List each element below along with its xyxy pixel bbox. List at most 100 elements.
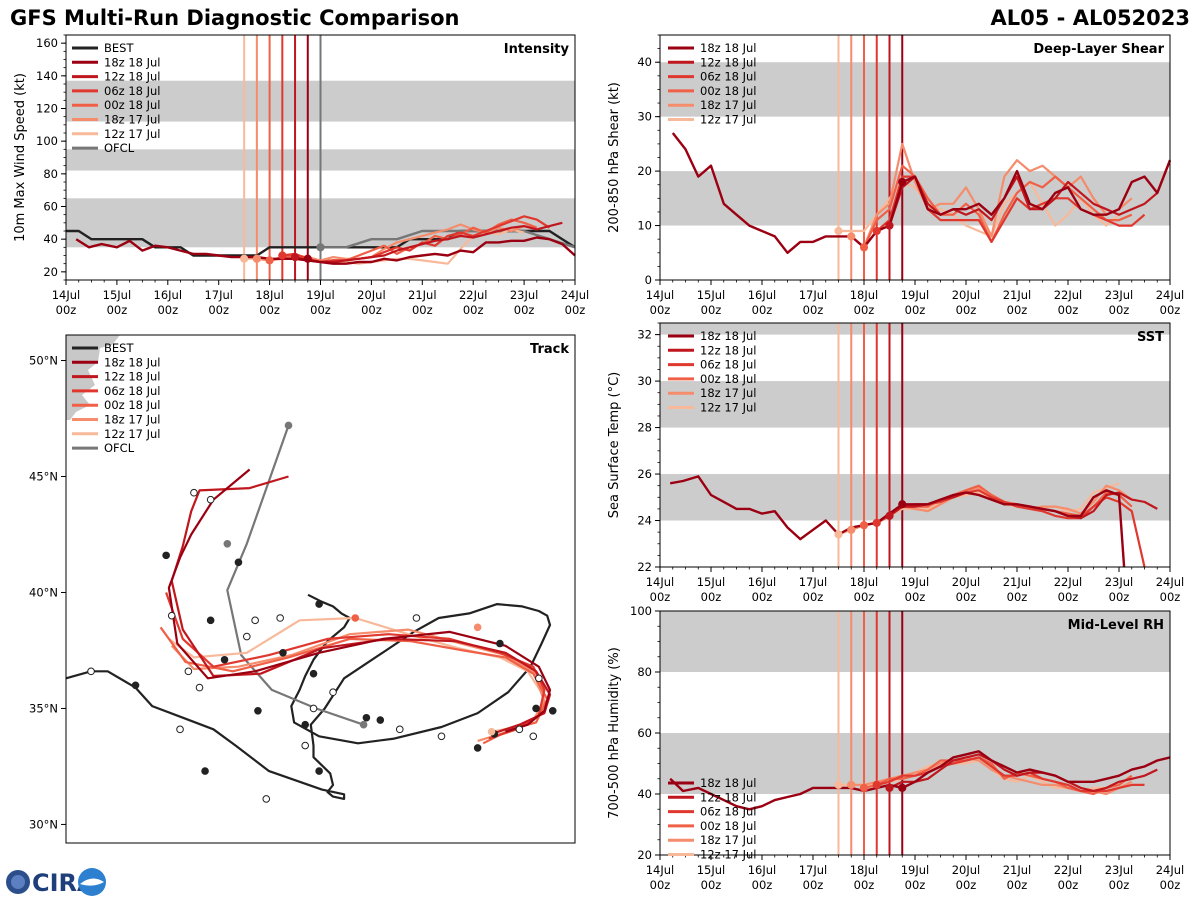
x-tick-sublabel: 00z [259, 303, 280, 317]
track-point-best [376, 716, 385, 724]
y-tick-label: 60 [43, 200, 58, 214]
panel-sst: 22242628303214Jul00z15Jul00z16Jul00z17Ju… [607, 322, 1184, 604]
page-title: GFS Multi-Run Diagnostic Comparison [10, 6, 460, 30]
x-tick-label: 16Jul [748, 288, 777, 302]
init-point-18z-18-jul [898, 783, 907, 793]
track-point-best [220, 655, 229, 664]
track-point-best [362, 713, 371, 722]
track-point-best [301, 720, 310, 729]
legend-label-18z-17-jul: 18z 17 Jul [104, 413, 161, 427]
x-tick-label: 19Jul [901, 288, 930, 302]
track-point-best [206, 616, 215, 625]
x-tick-sublabel: 00z [1007, 303, 1028, 317]
y-axis-label-shear: 200-850 hPa Shear (kt) [607, 82, 622, 233]
y-tick-label: 20 [637, 848, 652, 862]
track-point-best [131, 681, 140, 690]
series-line-18z-18-jul [669, 750, 1171, 811]
lat-tick-label: 45°N [29, 469, 58, 483]
x-tick-sublabel: 00z [361, 303, 382, 317]
x-tick-label: 23Jul [1105, 575, 1134, 589]
legend-label-00z-18-jul: 00z 18 Jul [700, 819, 757, 833]
legend-label-00z-18-jul: 00z 18 Jul [700, 372, 757, 386]
legend-label-06z-18-jul: 06z 18 Jul [700, 358, 757, 372]
legend-label-12z-17-jul: 12z 17 Jul [700, 113, 757, 127]
panel-rh: 2040608010014Jul00z15Jul00z16Jul00z17Jul… [607, 604, 1184, 892]
track-point-best [535, 674, 543, 683]
legend-label-18z-17-jul: 18z 17 Jul [700, 833, 757, 847]
x-tick-label: 20Jul [357, 288, 386, 302]
x-tick-sublabel: 00z [752, 878, 773, 892]
track-point-best [242, 632, 251, 641]
init-point-06z-18-jul [872, 780, 881, 789]
x-tick-sublabel: 00z [56, 303, 77, 317]
x-tick-label: 20Jul [952, 863, 981, 877]
legend-label-18z-18-jul: 18z 18 Jul [104, 355, 161, 369]
init-point-06z-18-jul [872, 518, 881, 527]
track-point-best [412, 614, 421, 622]
x-tick-label: 15Jul [697, 863, 726, 877]
x-tick-label: 19Jul [901, 575, 930, 589]
track-point-best [87, 667, 95, 676]
y-tick-label: 20 [637, 164, 652, 178]
init-point-18z-17-jul [847, 525, 856, 534]
x-tick-label: 22Jul [459, 288, 488, 302]
y-axis-label-rh: 700-500 hPa Humidity (%) [607, 647, 622, 819]
legend-label-06z-18-jul: 06z 18 Jul [700, 70, 757, 84]
track-point-12z-17-jul [487, 727, 496, 736]
legend-label-18z-17-jul: 18z 17 Jul [104, 113, 161, 127]
x-tick-label: 17Jul [799, 863, 828, 877]
x-tick-label: 14Jul [646, 863, 675, 877]
legend-label-12z-18-jul: 12z 18 Jul [700, 343, 757, 357]
track-point-best [529, 732, 538, 741]
init-point-06z-18-jul [278, 251, 287, 260]
x-tick-sublabel: 00z [157, 303, 178, 317]
y-tick-label: 60 [637, 726, 652, 740]
x-tick-sublabel: 00z [701, 878, 722, 892]
legend-label-12z-18-jul: 12z 18 Jul [104, 70, 161, 84]
x-tick-label: 21Jul [1003, 575, 1032, 589]
lat-tick-label: 40°N [29, 585, 58, 599]
x-tick-label: 16Jul [748, 863, 777, 877]
shaded-band-2 [660, 323, 1170, 335]
init-point-18z-17-jul [847, 780, 856, 789]
track-point-best [195, 683, 204, 692]
x-tick-label: 24Jul [1156, 288, 1185, 302]
track-point-best [176, 725, 184, 734]
x-tick-sublabel: 00z [701, 590, 722, 604]
y-tick-label: 100 [630, 604, 652, 618]
x-tick-sublabel: 00z [854, 878, 875, 892]
cira-logo: CIRA [6, 868, 106, 897]
init-point-12z-17-jul [240, 254, 249, 263]
y-tick-label: 40 [43, 232, 58, 246]
x-tick-label: 23Jul [510, 288, 539, 302]
legend-label-12z-17-jul: 12z 17 Jul [104, 127, 161, 141]
track-point-best [437, 732, 446, 741]
x-tick-sublabel: 00z [956, 590, 977, 604]
legend-label-18z-18-jul: 18z 18 Jul [700, 41, 757, 55]
x-tick-label: 19Jul [901, 863, 930, 877]
y-tick-label: 22 [637, 560, 652, 574]
y-axis-label-intensity: 10m Max Wind Speed (kt) [13, 73, 28, 242]
track-point-18z-17-jul [473, 623, 482, 632]
track-point-best [309, 669, 318, 678]
x-tick-sublabel: 00z [956, 878, 977, 892]
track-point-best [515, 725, 524, 734]
x-tick-sublabel: 00z [1160, 590, 1181, 604]
x-tick-sublabel: 00z [854, 590, 875, 604]
y-tick-label: 30 [637, 374, 652, 388]
series-line-18z-18-jul [671, 132, 1172, 255]
x-tick-label: 15Jul [697, 575, 726, 589]
x-tick-sublabel: 00z [107, 303, 128, 317]
init-point-12z-18-jul [290, 253, 300, 262]
track-point-best [315, 767, 323, 775]
x-tick-sublabel: 00z [463, 303, 484, 317]
init-point-00z-18-jul [265, 256, 274, 265]
y-axis-label-sst: Sea Surface Temp (°C) [607, 372, 622, 519]
y-tick-label: 32 [637, 328, 652, 342]
x-tick-label: 21Jul [408, 288, 437, 302]
x-tick-label: 20Jul [952, 288, 981, 302]
track-point-best [251, 616, 259, 625]
x-tick-label: 22Jul [1054, 288, 1083, 302]
